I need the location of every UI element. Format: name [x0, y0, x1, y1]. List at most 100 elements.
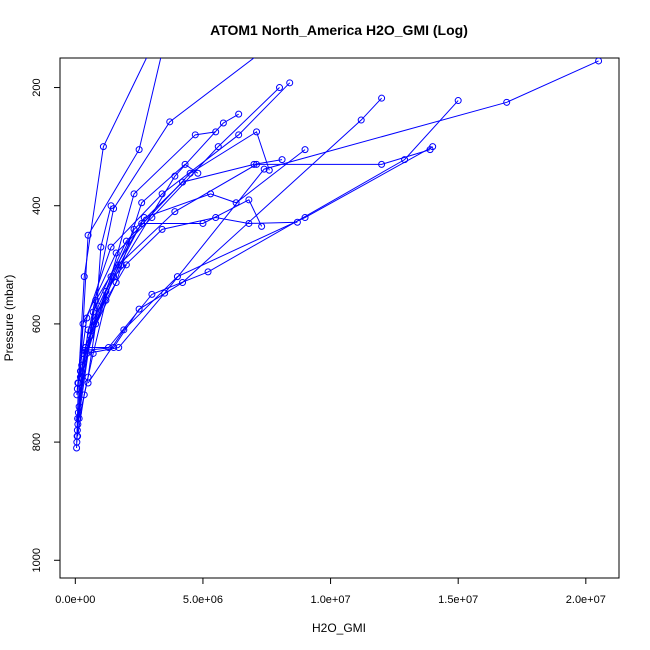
data-point	[80, 273, 88, 281]
y-tick-label: 1000	[31, 548, 43, 572]
y-tick-label: 200	[31, 78, 43, 96]
x-tick-label: 0.0e+00	[55, 594, 95, 606]
data-point	[130, 190, 138, 198]
data-point	[454, 97, 462, 105]
x-axis-label: H2O_GMI	[312, 621, 366, 635]
data-point	[173, 273, 181, 281]
data-point	[122, 261, 130, 269]
data-point	[232, 199, 240, 207]
data-point	[245, 219, 253, 227]
data-point	[75, 414, 83, 422]
data-point	[378, 160, 386, 168]
data-point	[171, 172, 179, 180]
y-tick-label: 400	[31, 197, 43, 215]
data-point	[235, 110, 243, 118]
series-line-7	[77, 131, 270, 413]
data-point	[253, 160, 261, 168]
series-line-9	[76, 87, 280, 395]
data-point	[357, 116, 365, 124]
data-point	[148, 290, 156, 298]
data-point	[235, 131, 243, 139]
series-line-15	[84, 97, 382, 351]
data-point	[204, 268, 212, 276]
chart-title: ATOM1 North_America H2O_GMI (Log)	[210, 22, 468, 38]
data-point	[112, 249, 120, 257]
data-point	[74, 379, 82, 387]
data-point	[78, 361, 86, 369]
data-point	[212, 128, 220, 136]
data-point	[171, 208, 179, 216]
data-point	[130, 225, 138, 233]
series-line-10	[76, 82, 291, 389]
series-line-14	[82, 149, 431, 354]
data-point	[214, 143, 222, 151]
data-point	[212, 214, 220, 222]
x-tick-label: 1.0e+07	[311, 594, 351, 606]
y-tick-label: 800	[31, 433, 43, 451]
data-point	[179, 178, 187, 186]
data-point	[110, 273, 118, 281]
data-point	[112, 279, 120, 287]
data-point	[76, 373, 84, 381]
data-point	[158, 225, 166, 233]
data-point	[181, 160, 189, 168]
data-point	[102, 287, 110, 295]
data-point	[84, 373, 92, 381]
data-point	[245, 196, 253, 204]
data-point	[97, 243, 105, 251]
data-point	[191, 131, 199, 139]
data-point	[140, 214, 148, 222]
x-tick-label: 2.0e+07	[566, 594, 606, 606]
data-point	[595, 58, 603, 65]
data-point	[503, 98, 511, 106]
data-point	[115, 344, 123, 352]
x-tick-label: 5.0e+06	[183, 594, 223, 606]
data-point	[102, 296, 110, 304]
series-line-16	[85, 100, 459, 349]
data-point	[99, 143, 107, 151]
data-point	[429, 143, 437, 151]
data-point	[74, 432, 82, 440]
data-point	[83, 314, 91, 322]
data-point	[135, 305, 143, 313]
plot-area	[73, 49, 603, 452]
y-axis-label: Pressure (mbar)	[2, 275, 16, 362]
series-line-20	[77, 264, 127, 437]
series-line-12	[79, 149, 306, 378]
data-point	[107, 243, 115, 251]
data-point	[179, 279, 187, 287]
data-point	[378, 94, 386, 102]
data-point	[260, 165, 268, 173]
data-point	[161, 289, 169, 297]
data-point	[115, 261, 123, 269]
y-axis: 200 400 600 800 1000	[31, 78, 61, 573]
data-point	[159, 49, 165, 55]
data-point	[301, 214, 309, 222]
data-point	[80, 391, 88, 399]
series-line-8	[78, 199, 263, 407]
data-point	[259, 49, 265, 55]
data-point	[120, 326, 128, 334]
series-line-18	[87, 146, 433, 384]
data-point	[286, 79, 294, 87]
data-point	[158, 190, 166, 198]
data-point	[219, 119, 227, 127]
data-point	[146, 49, 152, 55]
data-point	[301, 146, 309, 154]
data-point	[276, 84, 284, 92]
data-point	[278, 156, 286, 164]
data-point	[138, 219, 146, 227]
data-point	[138, 199, 146, 207]
series-line-2	[76, 58, 162, 443]
series-line-1	[76, 58, 148, 449]
series-line-11	[77, 159, 283, 384]
series-line-3	[76, 58, 255, 431]
data-point	[92, 320, 100, 328]
series-line-17	[86, 60, 599, 354]
data-point	[84, 231, 92, 239]
data-point	[253, 128, 261, 136]
y-tick-label: 600	[31, 315, 43, 333]
data-point	[135, 146, 143, 154]
data-point	[89, 349, 97, 357]
